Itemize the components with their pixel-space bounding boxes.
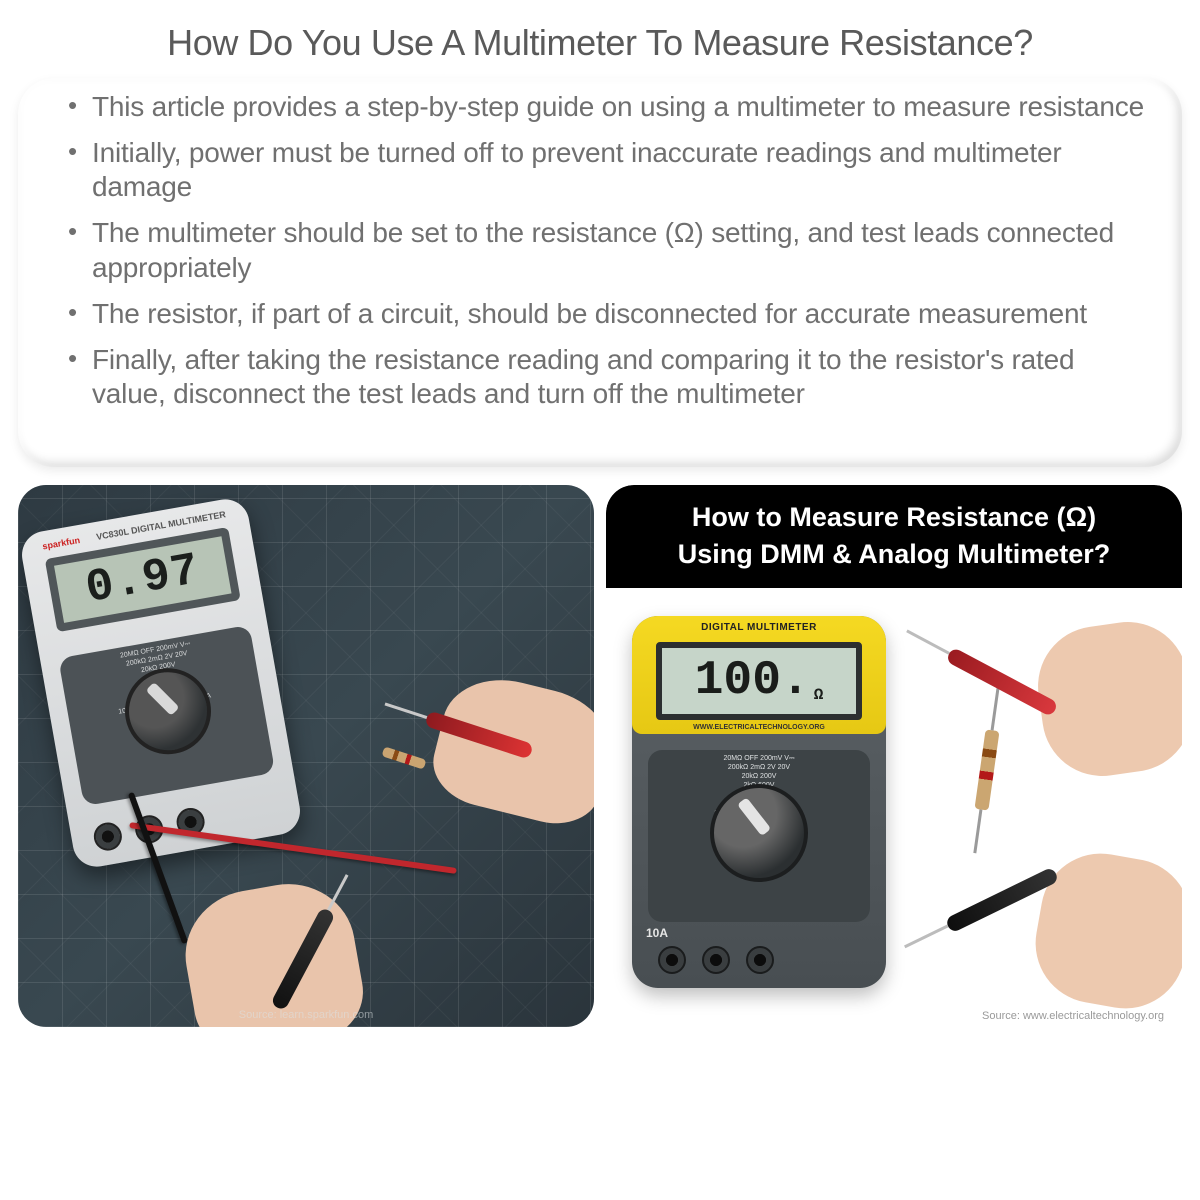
resistor-icon [975, 730, 1000, 811]
image-row: sparkfun VC830L DIGITAL MULTIMETER 0.97 … [0, 467, 1200, 1027]
summary-card: This article provides a step-by-step gui… [18, 78, 1182, 467]
bullet-list: This article provides a step-by-step gui… [68, 84, 1152, 417]
left-photo: sparkfun VC830L DIGITAL MULTIMETER 0.97 … [18, 485, 594, 1027]
right-photo: How to Measure Resistance (Ω) Using DMM … [606, 485, 1182, 1027]
ten-amp-label: 10A [646, 926, 668, 940]
port-com [702, 946, 730, 974]
input-ports [658, 946, 774, 974]
bullet-item: This article provides a step-by-step gui… [68, 84, 1152, 130]
page-title: How Do You Use A Multimeter To Measure R… [0, 0, 1200, 78]
bullet-item: Finally, after taking the resistance rea… [68, 337, 1152, 417]
bullet-item: The resistor, if part of a circuit, shou… [68, 291, 1152, 337]
lcd-sublabel: WWW.ELECTRICALTECHNOLOGY.ORG [632, 724, 886, 731]
image-credit: Source: www.electricaltechnology.org [982, 1010, 1164, 1022]
port-vohm [746, 946, 774, 974]
lcd-display: 100. Ω [656, 642, 862, 720]
right-body: DIGITAL MULTIMETER 100. Ω WWW.ELECTRICAL… [606, 588, 1182, 1027]
lcd-unit: Ω [814, 686, 824, 704]
top-label: DIGITAL MULTIMETER [632, 616, 886, 633]
port-10a [658, 946, 686, 974]
right-header-line1: How to Measure Resistance (Ω) [624, 499, 1164, 535]
rotary-dial [710, 784, 808, 882]
image-credit: Source: learn.sparkfun.com [239, 1009, 374, 1021]
port-10a [92, 821, 124, 853]
bullet-item: The multimeter should be set to the resi… [68, 210, 1152, 290]
lcd-value: 100. [695, 654, 810, 708]
multimeter-right: DIGITAL MULTIMETER 100. Ω WWW.ELECTRICAL… [632, 616, 886, 988]
right-header-line2: Using DMM & Analog Multimeter? [624, 536, 1164, 572]
lcd-value: 0.97 [82, 544, 204, 615]
brand-label: sparkfun [42, 535, 81, 551]
right-header: How to Measure Resistance (Ω) Using DMM … [606, 485, 1182, 588]
bullet-item: Initially, power must be turned off to p… [68, 130, 1152, 210]
hand-top [1030, 614, 1182, 783]
